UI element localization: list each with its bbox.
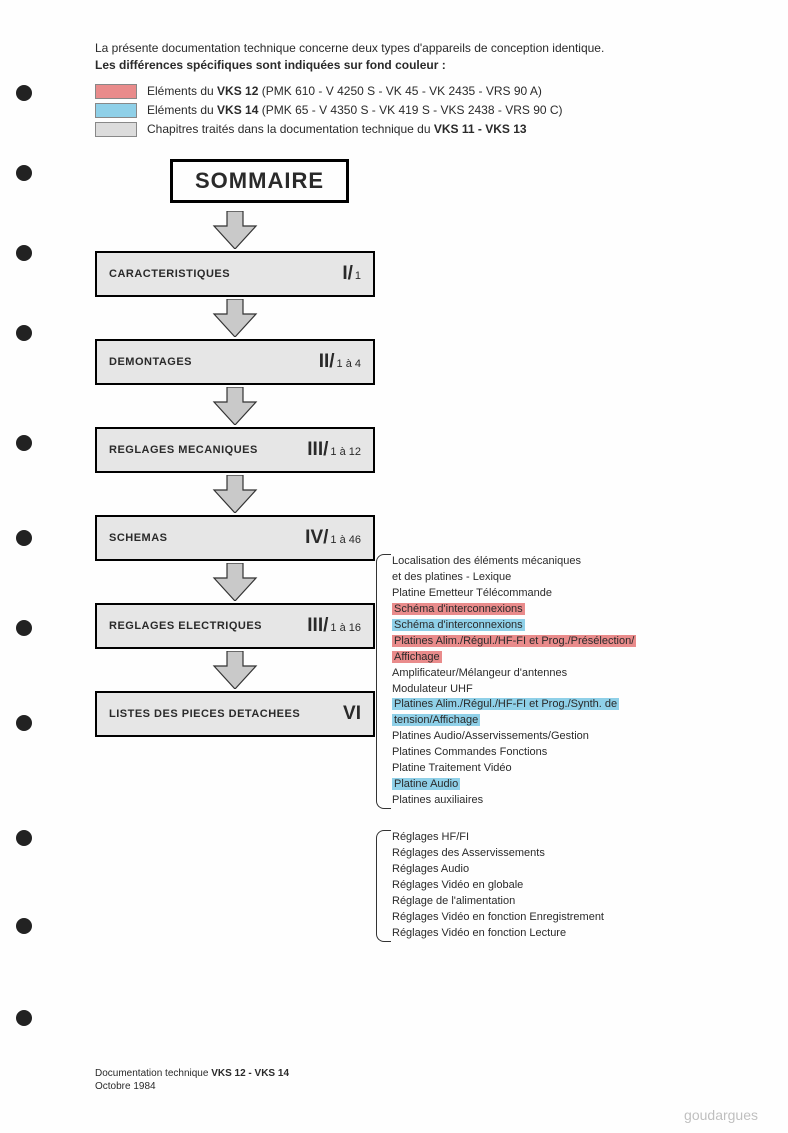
list-item: Platine Traitement Vidéo bbox=[392, 761, 636, 777]
list-item: Localisation des éléments mécaniques bbox=[392, 554, 636, 570]
list-item: Platine Emetteur Télécommande bbox=[392, 586, 636, 602]
flow-column: CARACTERISTIQUES I/1 DEMONTAGES II/1 à 4 REG… bbox=[95, 209, 375, 737]
color-swatch bbox=[95, 103, 137, 118]
list-item: Réglages des Asservissements bbox=[392, 846, 604, 862]
binding-hole bbox=[16, 85, 32, 101]
binding-hole bbox=[16, 918, 32, 934]
binding-hole bbox=[16, 830, 32, 846]
list-item: Schéma d'interconnexions bbox=[392, 602, 636, 618]
reglages-sublist: Réglages HF/FIRéglages des Asservissemen… bbox=[392, 830, 604, 942]
legend-row: Eléments du VKS 14 (PMK 65 - V 4350 S - … bbox=[95, 103, 728, 118]
highlighted-text: Platines Alim./Régul./HF-FI et Prog./Syn… bbox=[392, 698, 619, 710]
list-item: Modulateur UHF bbox=[392, 682, 636, 698]
list-item: et des platines - Lexique bbox=[392, 570, 636, 586]
color-swatch bbox=[95, 84, 137, 99]
highlighted-text: Affichage bbox=[392, 651, 442, 663]
summary-title: SOMMAIRE bbox=[170, 159, 349, 203]
legend-row: Chapitres traités dans la documentation … bbox=[95, 122, 728, 137]
list-item: Platines Alim./Régul./HF-FI et Prog./Syn… bbox=[392, 697, 636, 713]
flow-box: LISTES DES PIECES DETACHEES VI bbox=[95, 691, 375, 737]
list-item: Réglage de l'alimentation bbox=[392, 894, 604, 910]
highlighted-text: Platines Alim./Régul./HF-FI et Prog./Pré… bbox=[392, 635, 636, 647]
footer-prefix: Documentation technique bbox=[95, 1068, 211, 1079]
arrow-down-icon bbox=[210, 387, 260, 425]
binding-hole bbox=[16, 325, 32, 341]
arrow-down-icon bbox=[210, 475, 260, 513]
highlighted-text: tension/Affichage bbox=[392, 714, 480, 726]
flow-label: REGLAGES ELECTRIQUES bbox=[109, 620, 262, 632]
binding-hole bbox=[16, 530, 32, 546]
list-item: tension/Affichage bbox=[392, 713, 636, 729]
flow-reference: I/1 bbox=[342, 263, 361, 285]
flow-box: DEMONTAGES II/1 à 4 bbox=[95, 339, 375, 385]
list-item: Réglages Audio bbox=[392, 862, 604, 878]
color-swatch bbox=[95, 122, 137, 137]
document-page: La présente documentation technique conc… bbox=[0, 0, 788, 1133]
flow-box: REGLAGES ELECTRIQUES III/1 à 16 bbox=[95, 603, 375, 649]
intro-text: La présente documentation technique conc… bbox=[95, 40, 728, 74]
flow-label: DEMONTAGES bbox=[109, 356, 192, 368]
arrow-down-icon bbox=[210, 299, 260, 337]
arrow-down-icon bbox=[210, 563, 260, 601]
schemas-sublist: Localisation des éléments mécaniqueset d… bbox=[392, 554, 636, 809]
list-item: Platines auxiliaires bbox=[392, 793, 636, 809]
watermark: goudargues bbox=[684, 1107, 758, 1123]
binding-hole bbox=[16, 245, 32, 261]
list-item: Platines Commandes Fonctions bbox=[392, 745, 636, 761]
legend-row: Eléments du VKS 12 (PMK 610 - V 4250 S -… bbox=[95, 84, 728, 99]
legend-text: Chapitres traités dans la documentation … bbox=[147, 122, 527, 136]
flow-reference: III/1 à 12 bbox=[307, 439, 361, 461]
flow-label: SCHEMAS bbox=[109, 532, 168, 544]
flow-label: LISTES DES PIECES DETACHEES bbox=[109, 708, 300, 720]
list-item: Platines Alim./Régul./HF-FI et Prog./Pré… bbox=[392, 634, 636, 650]
flow-reference: III/1 à 16 bbox=[307, 615, 361, 637]
legend-text: Eléments du VKS 14 (PMK 65 - V 4350 S - … bbox=[147, 103, 563, 117]
list-item: Platines Audio/Asservissements/Gestion bbox=[392, 729, 636, 745]
arrow-down-icon bbox=[210, 651, 260, 689]
flow-reference: VI bbox=[343, 703, 361, 725]
legend-text: Eléments du VKS 12 (PMK 610 - V 4250 S -… bbox=[147, 84, 542, 98]
flow-label: REGLAGES MECANIQUES bbox=[109, 444, 258, 456]
list-item: Réglages Vidéo en globale bbox=[392, 878, 604, 894]
footer: Documentation technique VKS 12 - VKS 14 … bbox=[95, 1067, 289, 1093]
list-item: Affichage bbox=[392, 650, 636, 666]
binding-hole bbox=[16, 435, 32, 451]
highlighted-text: Schéma d'interconnexions bbox=[392, 603, 525, 615]
binding-holes bbox=[10, 0, 40, 1133]
list-item: Platine Audio bbox=[392, 777, 636, 793]
list-item: Réglages Vidéo en fonction Lecture bbox=[392, 926, 604, 942]
footer-date: Octobre 1984 bbox=[95, 1081, 156, 1092]
binding-hole bbox=[16, 715, 32, 731]
flow-box: REGLAGES MECANIQUES III/1 à 12 bbox=[95, 427, 375, 473]
flow-label: CARACTERISTIQUES bbox=[109, 268, 230, 280]
intro-line1: La présente documentation technique conc… bbox=[95, 41, 604, 55]
intro-line2: Les différences spécifiques sont indiqué… bbox=[95, 58, 446, 72]
list-item: Amplificateur/Mélangeur d'antennes bbox=[392, 666, 636, 682]
arrow-down-icon bbox=[210, 211, 260, 249]
flow-box: CARACTERISTIQUES I/1 bbox=[95, 251, 375, 297]
binding-hole bbox=[16, 620, 32, 636]
footer-model: VKS 12 - VKS 14 bbox=[211, 1068, 289, 1079]
highlighted-text: Platine Audio bbox=[392, 778, 460, 790]
list-item: Réglages Vidéo en fonction Enregistremen… bbox=[392, 910, 604, 926]
flow-reference: II/1 à 4 bbox=[319, 351, 361, 373]
legend: Eléments du VKS 12 (PMK 610 - V 4250 S -… bbox=[95, 84, 728, 137]
highlighted-text: Schéma d'interconnexions bbox=[392, 619, 525, 631]
binding-hole bbox=[16, 1010, 32, 1026]
list-item: Réglages HF/FI bbox=[392, 830, 604, 846]
list-item: Schéma d'interconnexions bbox=[392, 618, 636, 634]
flow-box: SCHEMAS IV/1 à 46 bbox=[95, 515, 375, 561]
brace-icon bbox=[376, 830, 391, 942]
flow-reference: IV/1 à 46 bbox=[305, 527, 361, 549]
brace-icon bbox=[376, 554, 391, 809]
binding-hole bbox=[16, 165, 32, 181]
